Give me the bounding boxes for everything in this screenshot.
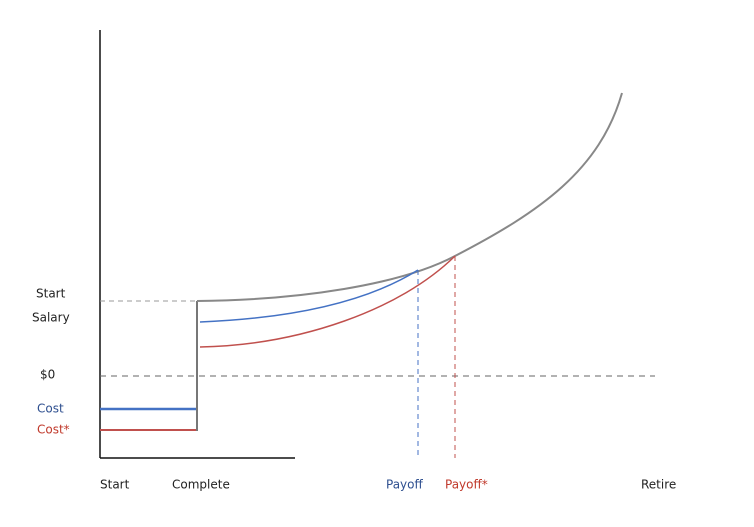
y-label: Start	[36, 287, 66, 301]
cost-star-curve	[199, 255, 456, 348]
cost-curve	[199, 269, 419, 323]
y-label: Cost*	[37, 423, 70, 437]
x-label: Start	[100, 478, 130, 492]
y-label: Salary	[32, 311, 70, 325]
x-label: Payoff	[386, 478, 423, 492]
y-label: Cost	[37, 402, 64, 416]
x-label: Payoff*	[445, 478, 488, 492]
y-label: $0	[40, 368, 55, 382]
x-label: Complete	[172, 478, 230, 492]
salary-curve	[196, 92, 623, 302]
x-label: Retire	[641, 478, 676, 492]
